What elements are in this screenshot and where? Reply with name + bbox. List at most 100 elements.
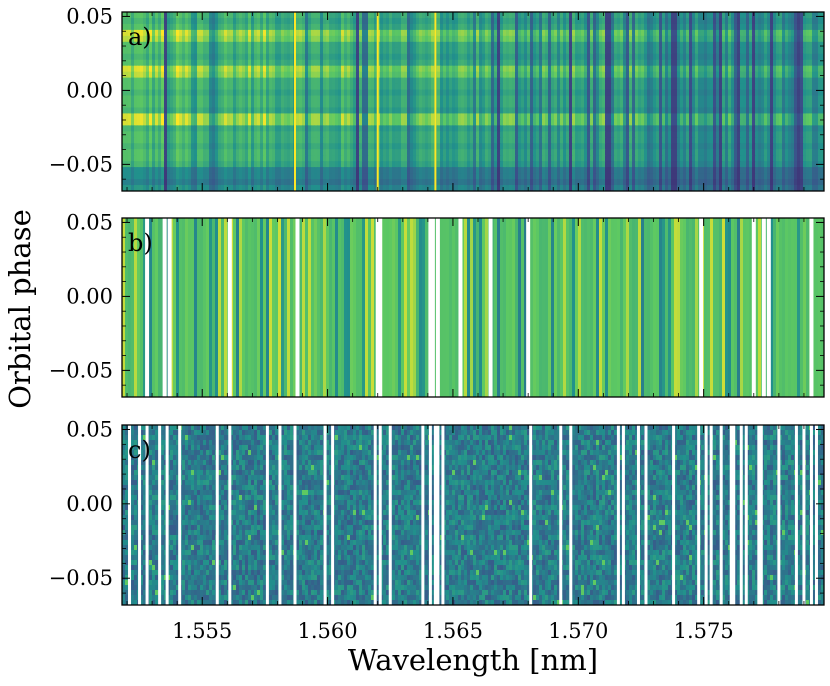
heatmap-cell-a bbox=[320, 95, 324, 103]
heatmap-cell-a bbox=[215, 77, 219, 85]
heatmap-cell-a bbox=[248, 101, 252, 109]
heatmap-cell-a bbox=[740, 89, 744, 97]
heatmap-cell-a bbox=[779, 65, 783, 73]
heatmap-cell-a bbox=[428, 59, 432, 67]
heatmap-cell-a bbox=[323, 119, 327, 126]
heatmap-cell-a bbox=[290, 131, 294, 138]
heatmap-cell-a bbox=[452, 95, 456, 103]
heatmap-cell-a bbox=[608, 29, 612, 37]
heatmap-cell-a bbox=[656, 113, 660, 120]
heatmap-cell-a bbox=[755, 47, 759, 55]
heatmap-cell-a bbox=[314, 77, 318, 85]
heatmap-cell-a bbox=[425, 131, 429, 138]
heatmap-cell-a bbox=[242, 137, 246, 144]
heatmap-cell-a bbox=[206, 77, 210, 85]
heatmap-cell-a bbox=[620, 107, 624, 115]
heatmap-cell-a bbox=[191, 77, 195, 85]
heatmap-cell-a bbox=[512, 65, 516, 73]
heatmap-cell-a bbox=[281, 119, 285, 126]
heatmap-cell-a bbox=[446, 119, 450, 126]
heatmap-cell-a bbox=[767, 59, 771, 67]
heatmap-cell-a bbox=[446, 71, 450, 79]
heatmap-cell-a bbox=[419, 107, 423, 115]
heatmap-cell-a bbox=[281, 53, 285, 61]
heatmap-cell-a bbox=[647, 41, 651, 49]
heatmap-cell-a bbox=[191, 107, 195, 115]
heatmap-cell-a bbox=[581, 89, 585, 97]
heatmap-cell-a bbox=[167, 125, 171, 132]
heatmap-cell-a bbox=[695, 125, 699, 132]
heatmap-cell-a bbox=[755, 125, 759, 132]
heatmap-cell-a bbox=[212, 113, 216, 120]
heatmap-cell-a bbox=[662, 53, 666, 61]
heatmap-cell-a bbox=[245, 47, 249, 55]
heatmap-cell-a bbox=[134, 71, 138, 79]
heatmap-cell-a bbox=[233, 53, 237, 61]
heatmap-cell-a bbox=[464, 47, 468, 55]
heatmap-cell-a bbox=[593, 77, 597, 85]
heatmap-cell-a bbox=[377, 59, 381, 67]
heatmap-cell-a bbox=[362, 47, 366, 55]
heatmap-cell-a bbox=[212, 125, 216, 132]
heatmap-cell-a bbox=[788, 89, 792, 97]
heatmap-cell-a bbox=[776, 83, 780, 91]
heatmap-cell-a bbox=[731, 131, 735, 138]
heatmap-cell-a bbox=[602, 101, 606, 109]
heatmap-cell-a bbox=[251, 77, 255, 85]
heatmap-cell-a bbox=[737, 47, 741, 55]
heatmap-cell-a bbox=[203, 113, 207, 120]
heatmap-cell-a bbox=[167, 113, 171, 120]
heatmap-cell-a bbox=[734, 29, 738, 37]
heatmap-cell-a bbox=[341, 83, 345, 91]
heatmap-cell-a bbox=[578, 59, 582, 67]
heatmap-cell-a bbox=[497, 119, 501, 126]
heatmap-cell-a bbox=[716, 35, 720, 43]
heatmap-cell-a bbox=[530, 77, 534, 85]
heatmap-cell-a bbox=[446, 35, 450, 43]
heatmap-cell-a bbox=[593, 83, 597, 91]
heatmap-cell-a bbox=[704, 41, 708, 49]
heatmap-cell-a bbox=[812, 113, 816, 120]
heatmap-cell-a bbox=[791, 65, 795, 73]
heatmap-cell-a bbox=[233, 71, 237, 79]
heatmap-cell-a bbox=[668, 113, 672, 120]
heatmap-cell-a bbox=[365, 65, 369, 73]
heatmap-cell-a bbox=[152, 83, 156, 91]
heatmap-cell-a bbox=[500, 35, 504, 43]
heatmap-cell-a bbox=[743, 29, 747, 37]
heatmap-cell-a bbox=[677, 77, 681, 85]
heatmap-cell-a bbox=[554, 47, 558, 55]
heatmap-cell-a bbox=[200, 59, 204, 67]
heatmap-cell-a bbox=[188, 12, 192, 19]
heatmap-cell-a bbox=[506, 71, 510, 79]
heatmap-cell-a bbox=[398, 89, 402, 97]
heatmap-cell-a bbox=[239, 17, 243, 25]
heatmap-cell-a bbox=[809, 12, 813, 19]
heatmap-cell-a bbox=[638, 125, 642, 132]
heatmap-cell-a bbox=[671, 125, 675, 132]
heatmap-cell-a bbox=[701, 59, 705, 67]
heatmap-cell-a bbox=[236, 47, 240, 55]
heatmap-cell-a bbox=[182, 95, 186, 103]
heatmap-cell-a bbox=[230, 17, 234, 25]
heatmap-cell-a bbox=[215, 83, 219, 91]
heatmap-cell-a bbox=[344, 137, 348, 144]
heatmap-cell-a bbox=[467, 131, 471, 138]
heatmap-cell-a bbox=[575, 77, 579, 85]
heatmap-cell-a bbox=[473, 65, 477, 73]
heatmap-cell-a bbox=[152, 125, 156, 132]
heatmap-cell-a bbox=[236, 29, 240, 37]
heatmap-cell-a bbox=[398, 53, 402, 61]
heatmap-cell-a bbox=[452, 17, 456, 25]
heatmap-cell-a bbox=[221, 71, 225, 79]
heatmap-cell-a bbox=[503, 29, 507, 37]
heatmap-cell-a bbox=[305, 23, 309, 31]
heatmap-cell-a bbox=[263, 12, 267, 19]
heatmap-cell-a bbox=[395, 119, 399, 126]
heatmap-cell-a bbox=[167, 101, 171, 109]
heatmap-cell-a bbox=[797, 17, 801, 25]
heatmap-cell-a bbox=[275, 101, 279, 109]
heatmap-cell-a bbox=[458, 29, 462, 37]
heatmap-cell-a bbox=[671, 41, 675, 49]
heatmap-cell-a bbox=[248, 35, 252, 43]
